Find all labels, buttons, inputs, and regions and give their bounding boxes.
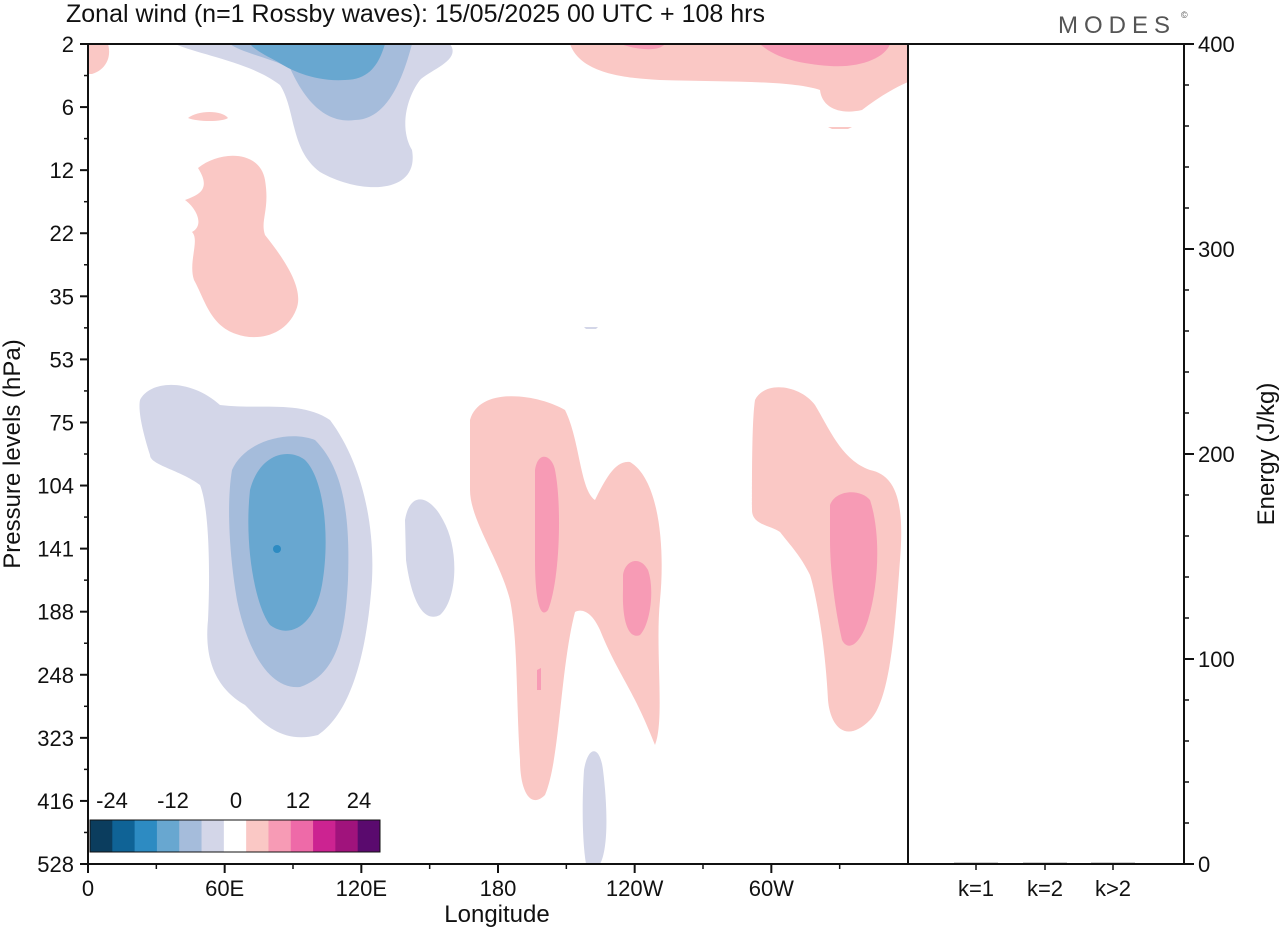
- colorbar-swatch: [313, 820, 336, 852]
- y-tick-label: 323: [37, 726, 74, 751]
- contour-negative-top-inner: [250, 44, 385, 81]
- contour-negative-lower-column: [582, 751, 607, 864]
- colorbar-swatch: [246, 820, 269, 852]
- energy-bar: [954, 862, 998, 864]
- colorbar-label: 24: [347, 788, 371, 813]
- colorbar-swatch: [156, 820, 180, 852]
- colorbar-swatch: [268, 820, 292, 852]
- colorbar-swatch: [112, 820, 136, 852]
- colorbar-label: -24: [96, 788, 128, 813]
- chart-title: Zonal wind (n=1 Rossby waves): 15/05/202…: [66, 0, 765, 28]
- contour-positive-center-outer: [470, 396, 662, 801]
- x-tick-label: 60E: [205, 876, 244, 901]
- y-tick-label: 6: [62, 95, 74, 120]
- contour-negative-dash: [584, 327, 598, 329]
- brand-logo: MODES: [1058, 12, 1176, 39]
- contour-positive-center-inner-c: [537, 668, 541, 690]
- contour-positive-center-inner-a: [535, 456, 560, 613]
- y-axis-label: Pressure levels (hPa): [0, 339, 26, 568]
- x-tick-label: 180: [480, 876, 517, 901]
- contour-plot-area: [88, 44, 908, 864]
- y-tick-label: 188: [37, 600, 74, 625]
- colorbar-swatch: [90, 820, 113, 852]
- contour-positive-top-right-inner: [760, 44, 890, 67]
- energy-tick-label: 200: [1198, 442, 1235, 467]
- y-tick-label: 528: [37, 852, 74, 877]
- energy-axis: Energy (J/kg) 0 100 200 300 400: [1184, 32, 1280, 877]
- x-tick-label: 60W: [749, 876, 794, 901]
- y-tick-label: 248: [37, 663, 74, 688]
- energy-category-label: k=1: [958, 876, 994, 901]
- contour-positive-top-left: [88, 44, 110, 74]
- y-tick-label: 104: [37, 474, 74, 499]
- y-tick-label: 416: [37, 789, 74, 814]
- colorbar: -24 -12 0 12 24: [89, 788, 381, 853]
- colorbar-label: 0: [230, 788, 242, 813]
- energy-axis-label: Energy (J/kg): [1253, 383, 1280, 526]
- brand-copyright-mark: ©: [1181, 10, 1188, 20]
- colorbar-swatch: [335, 820, 359, 852]
- colorbar-swatch: [134, 820, 158, 852]
- energy-category-label: k=2: [1027, 876, 1063, 901]
- colorbar-swatches: [90, 820, 381, 852]
- contour-positive-right-dash: [828, 127, 852, 129]
- contour-positive-right-outer: [752, 387, 902, 732]
- x-tick-label: 0: [82, 876, 94, 901]
- y-tick-label: 22: [50, 221, 74, 246]
- energy-bar: [1023, 862, 1067, 864]
- x-tick-label: 120W: [606, 876, 664, 901]
- contour-negative-small-blob: [405, 499, 455, 617]
- longitude-axis: Longitude 0 60E 120E 180 120W 60W: [82, 864, 841, 928]
- energy-tick-label: 400: [1198, 32, 1235, 57]
- contour-positive-top-mid-inner: [620, 44, 665, 50]
- pressure-axis: Pressure levels (hPa) 2 6 12 22 35 53 75 104 141…: [0, 32, 88, 877]
- x-axis-label: Longitude: [444, 901, 549, 928]
- energy-category-label: k>2: [1095, 876, 1131, 901]
- x-tick-label: 120E: [336, 876, 387, 901]
- contour-positive-right-inner: [830, 492, 878, 646]
- colorbar-swatch: [290, 820, 314, 852]
- energy-tick-label: 0: [1198, 852, 1210, 877]
- y-tick-label: 141: [37, 537, 74, 562]
- energy-bar: [1091, 862, 1135, 864]
- energy-bars: k=1 k=2 k>2: [954, 862, 1135, 901]
- contour-negative-core: [273, 545, 281, 553]
- contour-positive-small-spot: [188, 112, 228, 121]
- y-tick-label: 2: [62, 32, 74, 57]
- colorbar-swatch: [223, 820, 247, 852]
- y-tick-label: 75: [50, 410, 74, 435]
- colorbar-frame: [89, 819, 381, 853]
- colorbar-label: 12: [286, 788, 310, 813]
- contour-negative-mid-inner: [248, 453, 326, 631]
- y-tick-label: 53: [50, 347, 74, 372]
- y-tick-label: 12: [50, 158, 74, 183]
- contour-positive-upper-column: [185, 155, 299, 338]
- colorbar-label: -12: [157, 788, 189, 813]
- colorbar-swatch: [201, 820, 225, 852]
- contour-positive-center-inner-b: [622, 560, 652, 636]
- energy-tick-label: 300: [1198, 237, 1235, 262]
- colorbar-swatch: [179, 820, 203, 852]
- energy-tick-label: 100: [1198, 647, 1235, 672]
- colorbar-swatch: [357, 820, 381, 852]
- y-tick-label: 35: [50, 284, 74, 309]
